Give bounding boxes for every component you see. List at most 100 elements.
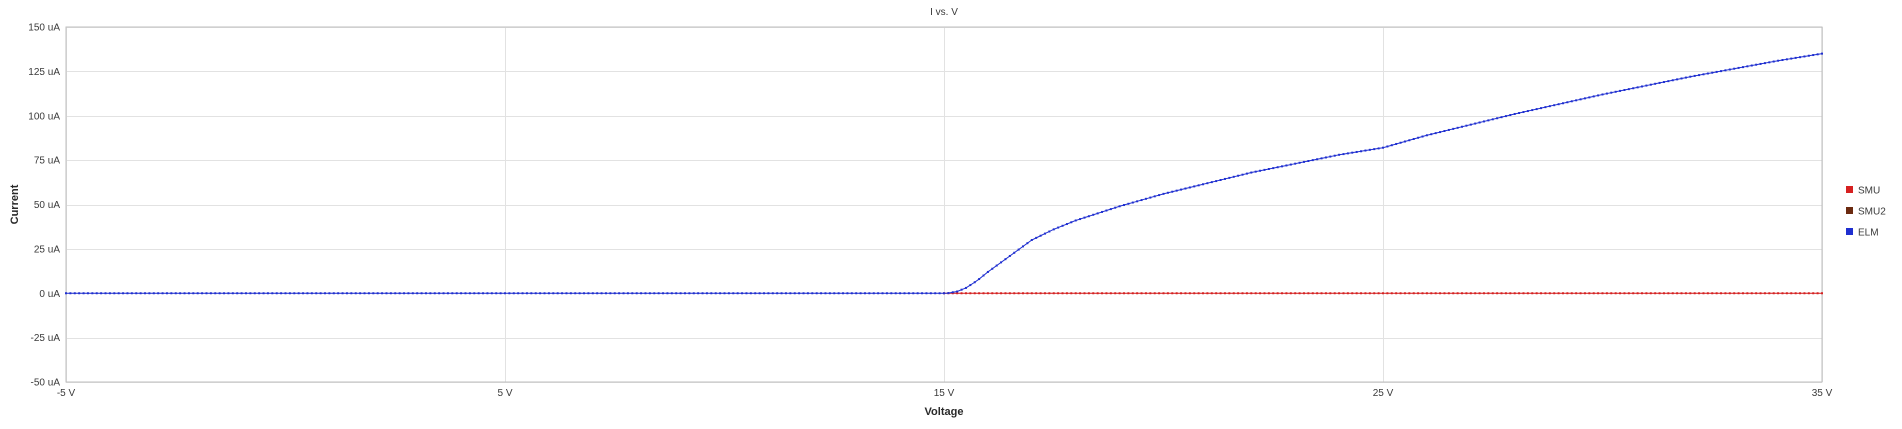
legend-item-smu2[interactable]: SMU2 bbox=[1846, 207, 1886, 218]
data-point bbox=[262, 292, 265, 295]
data-point bbox=[1518, 112, 1521, 114]
data-point bbox=[1575, 292, 1578, 295]
data-point bbox=[1583, 292, 1586, 295]
data-point bbox=[1307, 160, 1310, 163]
data-point bbox=[1079, 292, 1082, 295]
data-point bbox=[811, 292, 814, 295]
data-point bbox=[1144, 197, 1147, 200]
data-point bbox=[1746, 65, 1749, 68]
data-point bbox=[982, 292, 985, 295]
data-point bbox=[1540, 292, 1543, 295]
data-point bbox=[1329, 155, 1332, 158]
data-point bbox=[1096, 212, 1099, 215]
data-point bbox=[1206, 292, 1209, 295]
data-point bbox=[1799, 292, 1802, 295]
data-point bbox=[69, 292, 72, 295]
data-point bbox=[1153, 292, 1156, 295]
data-point bbox=[1641, 85, 1644, 88]
data-point bbox=[165, 292, 168, 295]
data-point bbox=[1232, 292, 1235, 295]
data-point bbox=[1065, 223, 1068, 226]
data-point bbox=[179, 292, 182, 295]
data-point bbox=[201, 292, 204, 295]
data-point bbox=[1272, 167, 1275, 170]
data-point bbox=[1702, 292, 1705, 295]
data-point bbox=[1245, 292, 1248, 295]
data-point bbox=[1417, 136, 1420, 139]
data-point bbox=[1017, 292, 1020, 295]
data-point bbox=[1636, 86, 1639, 89]
data-point bbox=[1579, 292, 1582, 295]
data-point bbox=[916, 292, 919, 295]
data-point bbox=[1491, 292, 1494, 295]
data-point bbox=[1469, 123, 1472, 126]
data-point bbox=[969, 284, 972, 287]
data-point bbox=[1241, 292, 1244, 295]
data-point bbox=[613, 292, 616, 295]
data-point bbox=[1180, 188, 1183, 191]
data-point bbox=[297, 292, 300, 295]
data-point bbox=[1237, 292, 1240, 295]
data-point bbox=[218, 292, 221, 295]
data-point bbox=[653, 292, 656, 295]
data-point bbox=[1676, 292, 1679, 295]
data-point bbox=[1720, 70, 1723, 73]
data-point bbox=[1048, 292, 1051, 295]
data-point bbox=[170, 292, 173, 295]
data-point bbox=[1509, 114, 1512, 117]
data-point bbox=[1000, 261, 1003, 264]
data-point bbox=[1434, 292, 1437, 295]
data-point bbox=[1364, 292, 1367, 295]
data-point bbox=[1114, 292, 1117, 295]
data-point bbox=[1777, 292, 1780, 295]
data-point bbox=[1561, 102, 1564, 105]
data-point bbox=[280, 292, 283, 295]
data-point bbox=[1390, 144, 1393, 147]
data-point bbox=[938, 292, 941, 295]
data-point bbox=[451, 292, 454, 295]
data-point bbox=[1298, 161, 1301, 164]
data-point bbox=[1733, 67, 1736, 70]
data-point bbox=[991, 292, 994, 295]
data-point bbox=[973, 281, 976, 284]
data-point bbox=[1285, 292, 1288, 295]
legend-item-elm[interactable]: ELM bbox=[1846, 228, 1879, 239]
data-point bbox=[231, 292, 234, 295]
data-point bbox=[1724, 69, 1727, 72]
data-point bbox=[1399, 141, 1402, 144]
data-point bbox=[1443, 292, 1446, 295]
data-point bbox=[1465, 124, 1468, 127]
data-point bbox=[1715, 70, 1718, 73]
data-point bbox=[1043, 292, 1046, 295]
legend[interactable]: SMU SMU2 ELM bbox=[1846, 186, 1886, 239]
data-point bbox=[1496, 292, 1499, 295]
data-point bbox=[622, 292, 625, 295]
data-point bbox=[429, 292, 432, 295]
data-point bbox=[1087, 215, 1090, 218]
data-point bbox=[1601, 292, 1604, 295]
legend-item-smu[interactable]: SMU bbox=[1846, 186, 1880, 197]
data-point bbox=[1254, 292, 1257, 295]
x-tick-label: 5 V bbox=[497, 388, 512, 399]
data-point bbox=[508, 292, 511, 295]
data-point bbox=[1114, 206, 1117, 209]
data-point bbox=[1000, 292, 1003, 295]
data-point bbox=[1158, 292, 1161, 295]
legend-swatch bbox=[1846, 228, 1853, 235]
data-point bbox=[1026, 292, 1029, 295]
data-point bbox=[1250, 171, 1253, 174]
data-point bbox=[1403, 140, 1406, 143]
data-point bbox=[1052, 228, 1055, 231]
data-point bbox=[1223, 177, 1226, 180]
data-point bbox=[1561, 292, 1564, 295]
data-point bbox=[973, 292, 976, 295]
data-point bbox=[1452, 292, 1455, 295]
data-point bbox=[929, 292, 932, 295]
data-point bbox=[1144, 292, 1147, 295]
data-point bbox=[1399, 292, 1402, 295]
data-point bbox=[1518, 292, 1521, 295]
data-point bbox=[525, 292, 528, 295]
data-point bbox=[1320, 292, 1323, 295]
data-point bbox=[1763, 292, 1766, 295]
